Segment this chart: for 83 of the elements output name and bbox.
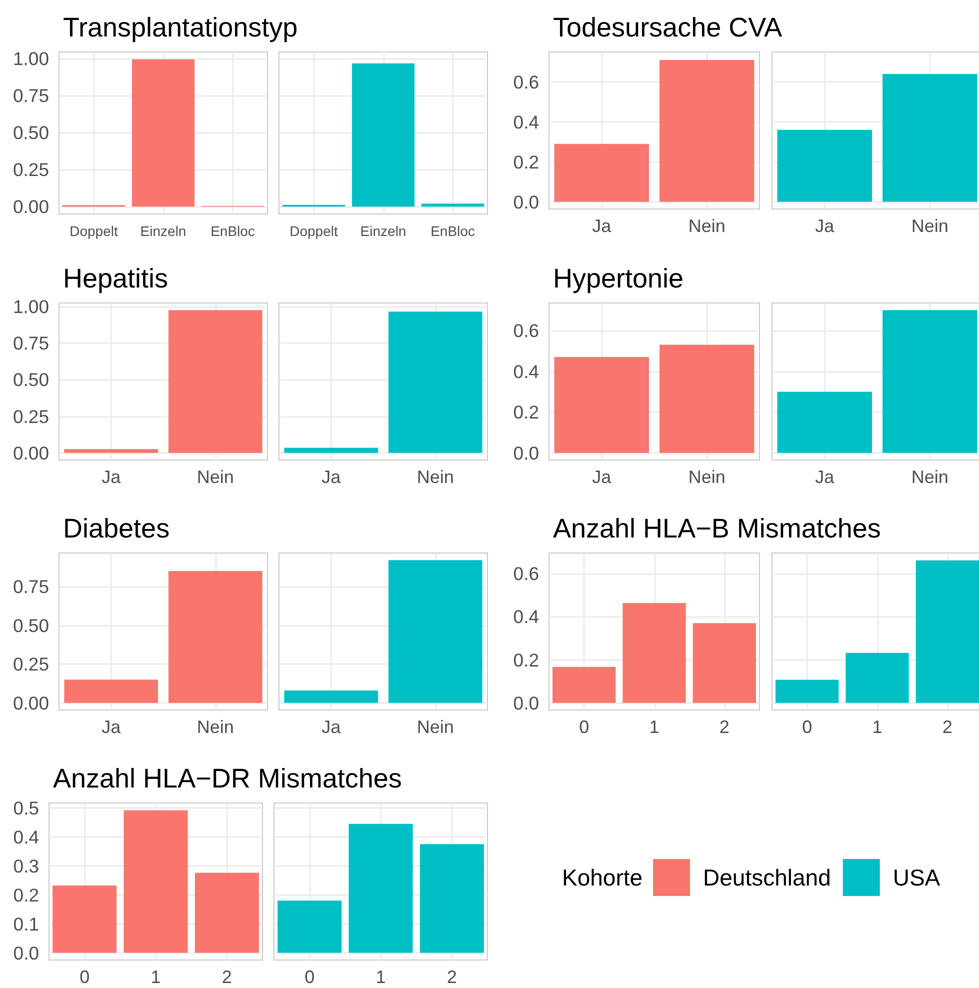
y-tick-label: 0.2 bbox=[513, 649, 539, 670]
y-tick-label: 0.00 bbox=[12, 196, 49, 218]
legend-label: USA bbox=[892, 864, 941, 890]
x-tick-label: 2 bbox=[446, 967, 456, 987]
y-tick-label: 0.6 bbox=[513, 320, 539, 342]
bar bbox=[124, 810, 188, 953]
y-tick-label: 1.00 bbox=[12, 48, 49, 70]
x-tick-label: Ja bbox=[592, 216, 612, 236]
y-tick-label: 0.0 bbox=[13, 942, 39, 964]
x-tick-label: Doppelt bbox=[289, 223, 338, 239]
y-tick-label: 0.2 bbox=[513, 151, 539, 172]
y-tick-label: 0.25 bbox=[12, 406, 49, 427]
x-tick-label: 1 bbox=[872, 717, 882, 737]
chart-title: Hypertonie bbox=[553, 264, 684, 294]
x-tick-label: 0 bbox=[304, 967, 314, 987]
x-tick-label: 2 bbox=[222, 967, 232, 987]
y-tick-label: 0.50 bbox=[12, 369, 49, 390]
x-tick-label: 1 bbox=[150, 967, 161, 987]
y-tick-label: 0.4 bbox=[13, 826, 39, 848]
x-tick-label: Nein bbox=[416, 717, 454, 737]
x-tick-label: Ja bbox=[102, 717, 122, 737]
bar bbox=[132, 59, 195, 207]
y-tick-label: 0.0 bbox=[513, 692, 539, 714]
y-tick-label: 0.5 bbox=[13, 797, 39, 818]
y-tick-label: 0.0 bbox=[513, 191, 539, 212]
chart-title: Anzahl HLA−DR Mismatches bbox=[53, 764, 402, 794]
y-tick-label: 0.50 bbox=[12, 614, 49, 636]
y-tick-label: 0.75 bbox=[12, 332, 49, 354]
x-tick-label: Ja bbox=[814, 216, 835, 236]
x-tick-label: 0 bbox=[802, 717, 812, 737]
y-tick-label: 0.2 bbox=[513, 402, 539, 423]
y-tick-label: 0.3 bbox=[13, 855, 39, 876]
y-tick-label: 0.2 bbox=[13, 884, 39, 906]
y-tick-label: 1.00 bbox=[12, 296, 49, 318]
x-tick-label: Ja bbox=[814, 467, 835, 487]
x-tick-label: Ja bbox=[321, 717, 342, 737]
y-tick-label: 0.75 bbox=[12, 85, 49, 106]
chart-title: Transplantationstyp bbox=[63, 12, 298, 42]
x-tick-label: 0 bbox=[579, 717, 590, 737]
x-tick-label: Doppelt bbox=[70, 223, 118, 239]
chart-title: Anzahl HLA−B Mismatches bbox=[553, 514, 881, 544]
y-tick-label: 0.1 bbox=[13, 913, 39, 934]
chart-title: Diabetes bbox=[63, 514, 170, 544]
y-tick-label: 0.75 bbox=[12, 576, 49, 598]
y-tick-label: 0.4 bbox=[513, 360, 539, 382]
x-tick-label: Ja bbox=[102, 467, 122, 487]
legend-title: Kohorte bbox=[562, 864, 643, 890]
chart-title: Todesursache CVA bbox=[553, 12, 782, 42]
y-tick-label: 0.25 bbox=[12, 654, 49, 675]
x-tick-label: 1 bbox=[649, 717, 660, 737]
y-tick-label: 0.6 bbox=[513, 562, 539, 584]
bar bbox=[194, 872, 259, 953]
x-tick-label: Nein bbox=[910, 216, 948, 236]
bar bbox=[692, 623, 756, 703]
x-tick-label: Einzeln bbox=[140, 223, 186, 239]
x-tick-label: 1 bbox=[375, 967, 386, 987]
y-tick-label: 0.0 bbox=[513, 442, 539, 464]
y-tick-label: 0.6 bbox=[513, 71, 539, 92]
x-tick-label: EnBloc bbox=[430, 223, 474, 239]
x-tick-label: Nein bbox=[416, 467, 454, 487]
x-tick-label: Nein bbox=[688, 216, 726, 236]
y-tick-label: 0.4 bbox=[513, 606, 539, 628]
x-tick-label: Nein bbox=[688, 467, 726, 487]
x-tick-label: Ja bbox=[592, 467, 612, 487]
x-tick-label: Nein bbox=[196, 717, 234, 737]
x-tick-label: 2 bbox=[942, 717, 952, 737]
x-tick-label: Einzeln bbox=[360, 223, 406, 239]
chart-title: Hepatitis bbox=[63, 264, 168, 294]
y-tick-label: 0.50 bbox=[12, 122, 49, 144]
y-tick-label: 0.4 bbox=[513, 111, 539, 132]
legend-label: Deutschland bbox=[703, 864, 831, 890]
y-tick-label: 0.00 bbox=[12, 442, 49, 464]
bar bbox=[52, 886, 117, 953]
x-tick-label: EnBloc bbox=[210, 223, 255, 239]
y-tick-label: 0.00 bbox=[12, 692, 49, 714]
bar bbox=[622, 603, 686, 703]
bar bbox=[552, 666, 616, 703]
x-tick-label: 2 bbox=[719, 717, 730, 737]
y-tick-label: 0.25 bbox=[12, 159, 49, 180]
x-tick-label: Nein bbox=[196, 467, 234, 487]
x-tick-label: Ja bbox=[321, 467, 342, 487]
x-tick-label: 0 bbox=[80, 967, 90, 987]
x-tick-label: Nein bbox=[910, 467, 948, 487]
